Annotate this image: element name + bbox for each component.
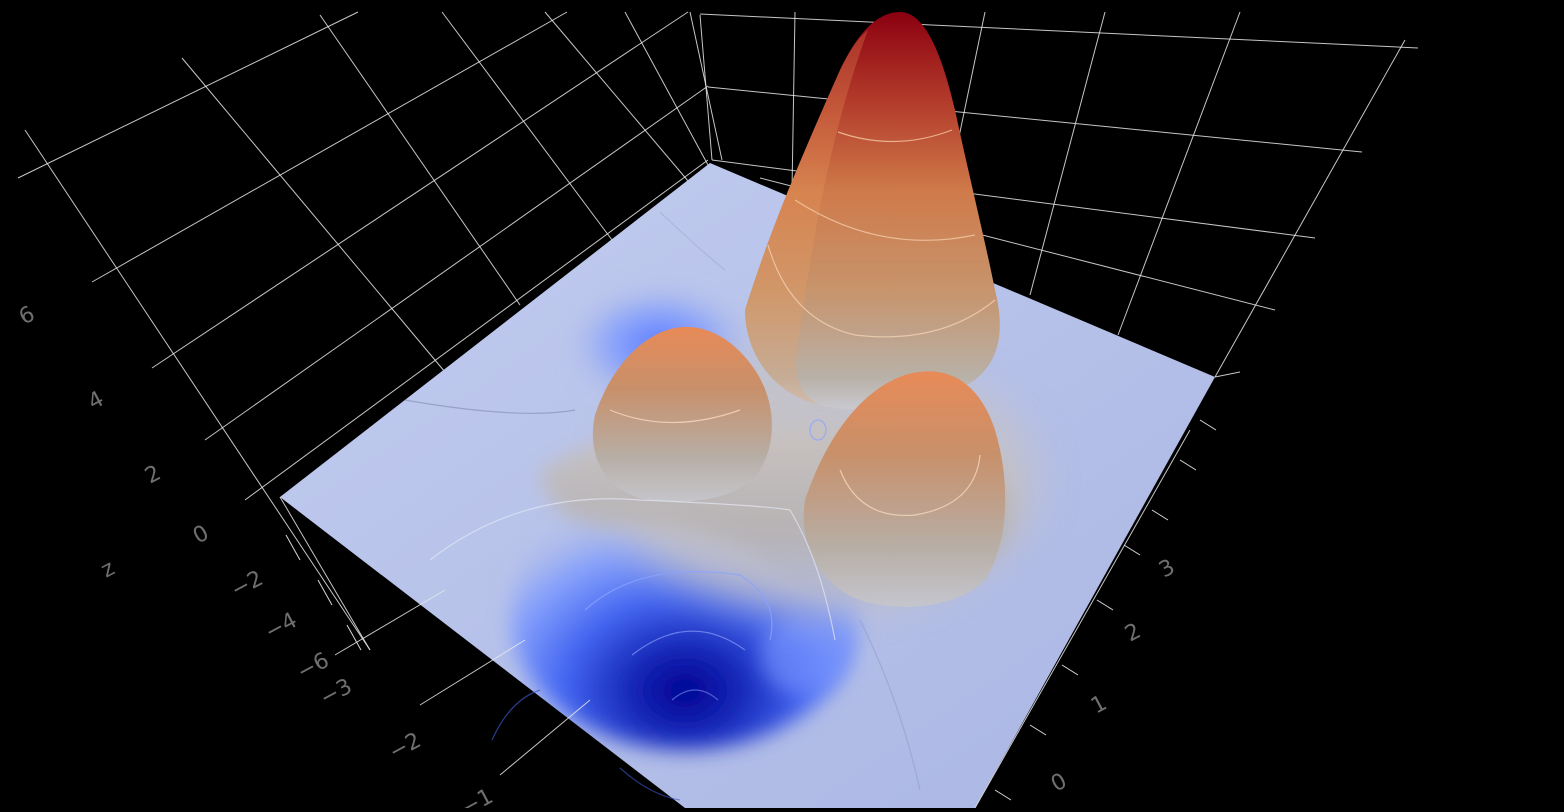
contour-floor-upper — [659, 211, 726, 271]
contour-saddle — [809, 419, 827, 441]
contour-peak-low — [767, 244, 996, 338]
contour-trough-inner — [671, 689, 719, 701]
y-tick-label: 1 — [1087, 691, 1111, 720]
y-tick-label: 2 — [1121, 619, 1145, 648]
z-tick-label: −4 — [261, 608, 301, 645]
contour-floor-right — [859, 619, 921, 791]
z-axis-label: z — [97, 556, 119, 584]
z-tick-label: 6 — [15, 302, 39, 331]
x-tick-label: −1 — [457, 784, 497, 808]
tall-peak — [745, 12, 1000, 410]
z-tick-label: 4 — [84, 387, 108, 416]
y-tick-label: 0 — [1047, 769, 1071, 798]
tick-marks — [285, 419, 1217, 801]
right-blue-halo — [760, 615, 850, 695]
y-tick-label: 3 — [1155, 555, 1179, 584]
left-peak — [592, 326, 772, 502]
x-axis-ticks: −3 −2 −1 — [316, 674, 497, 812]
contour-floor-corner — [619, 767, 681, 801]
x-tick-label: −3 — [316, 674, 356, 711]
z-tick-label: 2 — [141, 461, 165, 490]
z-tick-label: −6 — [293, 648, 333, 685]
contour-trough-mid — [631, 630, 746, 656]
contour-trough-outer — [584, 570, 773, 641]
x-tick-label: −2 — [385, 728, 425, 765]
contour-lines — [404, 129, 996, 801]
right-peak — [803, 371, 1006, 607]
grid-lines — [17, 11, 1419, 651]
z-tick-label: 0 — [189, 521, 213, 550]
contour-right-peak — [839, 454, 981, 517]
contour-left-peak — [609, 409, 741, 424]
z-tick-label: −2 — [227, 566, 267, 603]
contour-peak-mid — [794, 199, 976, 241]
tall-peak-left-shade — [745, 30, 868, 405]
front-axes — [279, 371, 1241, 809]
contour-floor-left — [404, 399, 576, 414]
contour-peak-top — [837, 129, 953, 143]
contour-floor-bottom — [491, 689, 541, 741]
contour-floor-mid — [429, 498, 836, 641]
